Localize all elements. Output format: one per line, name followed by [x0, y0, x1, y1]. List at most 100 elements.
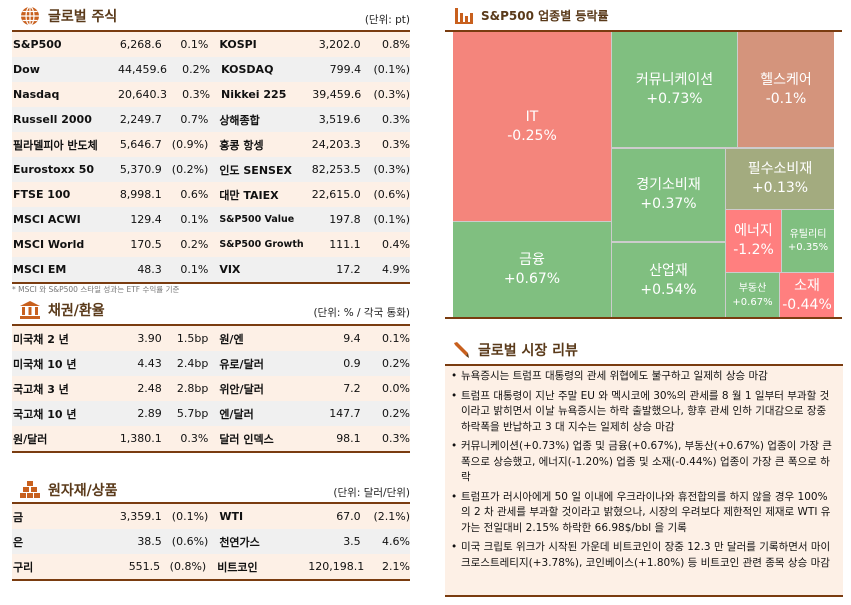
item-change: 0.1%: [180, 38, 209, 51]
sector-name: 경기소비재: [636, 177, 701, 194]
item-change: 0.6%: [180, 188, 209, 201]
sector-change: +0.67%: [732, 296, 773, 308]
table-row: 미국채 2 년 3.90 1.5bp 원/엔 9.4 0.1%: [12, 326, 410, 351]
item-change: 0.3%: [382, 113, 410, 126]
commodities-header: 원자재/상품: [20, 480, 118, 500]
item-value: 2.48: [137, 382, 162, 395]
item-name: Nasdaq: [13, 88, 60, 101]
review-item: 뉴욕증시는 트럼프 대통령의 관세 위협에도 불구하고 일제히 상승 마감: [451, 369, 837, 385]
bonds-unit: (단위: % / 각국 통화): [313, 307, 410, 319]
table-row: Dow 44,459.6 0.2% KOSDAQ 799.4 (0.1%): [12, 57, 410, 82]
sector-change: +0.54%: [640, 281, 697, 298]
item-change: (0.1%): [373, 63, 410, 76]
table-row: Nasdaq 20,640.3 0.3% Nikkei 225 39,459.6 (0.3…: [12, 82, 410, 107]
item-name: 유로/달러: [219, 357, 264, 371]
item-name: KOSPI: [219, 38, 257, 51]
item-value: 20,640.3: [117, 88, 167, 101]
item-change: (0.3%): [373, 88, 410, 101]
bank-icon: [20, 301, 40, 319]
item-value: 3,519.6: [318, 113, 361, 126]
item-name: MSCI ACWI: [13, 213, 81, 226]
sector-change: +0.67%: [503, 271, 561, 287]
item-change: 0.3%: [182, 88, 211, 101]
item-value: 0.9: [343, 357, 361, 370]
item-name: 원/달러: [13, 432, 48, 446]
item-value: 3,202.0: [318, 38, 361, 51]
treemap-cell: 금융 +0.67%: [453, 222, 611, 318]
item-value: 3.5: [343, 535, 361, 548]
item-name: S&P500 Value: [219, 214, 295, 225]
sector-name: 소재: [794, 277, 820, 294]
item-value: 8,998.1: [119, 188, 162, 201]
item-value: 3,359.1: [119, 510, 162, 523]
item-name: S&P500: [13, 38, 62, 51]
review-item: 트럼프가 러시아에게 50 일 이내에 우크라이나와 휴전합의를 하지 않을 경…: [451, 490, 837, 537]
item-change: 0.2%: [382, 407, 410, 420]
gold-bars-icon: [20, 481, 40, 498]
item-value: 44,459.6: [118, 63, 168, 76]
sector-name: 유틸리티: [789, 228, 827, 240]
item-change: 0.1%: [382, 332, 410, 345]
sector-change: +0.37%: [640, 196, 697, 212]
item-value: 3.90: [137, 332, 162, 345]
commodities-unit: (단위: 달러/단위): [333, 487, 410, 499]
treemap-cell: 에너지 -1.2%: [726, 210, 781, 272]
item-change: 4.9%: [382, 263, 410, 276]
item-value: 551.5: [128, 560, 161, 573]
equity-unit: (단위: pt): [364, 14, 410, 26]
item-change: 0.3%: [180, 432, 209, 445]
item-value: 39,459.6: [312, 88, 362, 101]
table-row: 미국채 10 년 4.43 2.4bp 유로/달러 0.9 0.2%: [12, 351, 410, 376]
item-name: 미국채 10 년: [13, 357, 77, 371]
item-name: Russell 2000: [13, 113, 92, 126]
bar-chart-icon: [455, 7, 473, 24]
item-change: 0.2%: [382, 357, 410, 370]
item-name: VIX: [219, 263, 241, 276]
sector-name: 부동산: [738, 283, 767, 294]
item-name: 대만 TAIEX: [219, 188, 279, 202]
item-change: (0.1%): [171, 510, 209, 523]
item-name: 달러 인덱스: [219, 432, 274, 446]
sector-change: +0.13%: [751, 180, 809, 196]
table-row: 국고채 3 년 2.48 2.8bp 위안/달러 7.2 0.0%: [12, 376, 410, 401]
item-change: 5.7bp: [176, 407, 209, 420]
item-change: 2.1%: [382, 560, 410, 573]
table-row: 국고채 10 년 2.89 5.7bp 엔/달러 147.7 0.2%: [12, 401, 410, 426]
item-change: 2.8bp: [176, 382, 209, 395]
item-name: 천연가스: [219, 535, 260, 549]
item-change: 0.4%: [382, 238, 410, 251]
sector-name: 필수소비재: [747, 161, 813, 178]
equity-title: 글로벌 주식: [48, 9, 118, 25]
commodities-table: 금 3,359.1 (0.1%) WTI 67.0 (2.1%) 은 38.5 (0.6%) 천연…: [12, 502, 410, 581]
item-value: 82,253.5: [311, 163, 361, 176]
item-value: 111.1: [329, 238, 361, 251]
item-name: 비트코인: [217, 560, 258, 574]
item-value: 38.5: [137, 535, 162, 548]
treemap-cell: 경기소비재 +0.37%: [612, 149, 725, 241]
item-name: Eurostoxx 50: [13, 163, 95, 176]
item-name: 금: [13, 510, 24, 524]
item-value: 6,268.6: [119, 38, 162, 51]
item-value: 120,198.1: [308, 560, 365, 573]
item-value: 1,380.1: [119, 432, 162, 445]
item-value: 67.0: [336, 510, 361, 523]
equity-header: 글로벌 주식: [20, 6, 117, 26]
sector-name: IT: [525, 108, 539, 125]
item-name: WTI: [219, 510, 244, 523]
item-name: 원/엔: [219, 332, 244, 346]
treemap-cell: 유틸리티 +0.35%: [782, 210, 834, 272]
table-row: 구리 551.5 (0.8%) 비트코인 120,198.1 2.1%: [12, 554, 410, 579]
table-row: Eurostoxx 50 5,370.9 (0.2%) 인도 SENSEX 82,253…: [12, 157, 410, 182]
item-name: KOSDAQ: [221, 63, 274, 76]
sector-treemap: IT -0.25% 금융 +0.67% 커뮤니케이션 +0.73% 헬스케어 -0.1% 경기소…: [453, 32, 834, 318]
treemap-cell: 산업재 +0.54%: [612, 243, 725, 318]
item-name: 위안/달러: [219, 382, 264, 396]
table-row: S&P500 6,268.6 0.1% KOSPI 3,202.0 0.8%: [12, 32, 410, 57]
item-change: 0.3%: [382, 432, 410, 445]
item-name: MSCI EM: [13, 263, 67, 276]
item-value: 5,646.7: [119, 138, 162, 151]
item-name: 홍콩 항셍: [219, 138, 264, 152]
item-name: 미국채 2 년: [13, 332, 69, 346]
item-change: 1.5bp: [176, 332, 209, 345]
item-value: 4.43: [137, 357, 162, 370]
